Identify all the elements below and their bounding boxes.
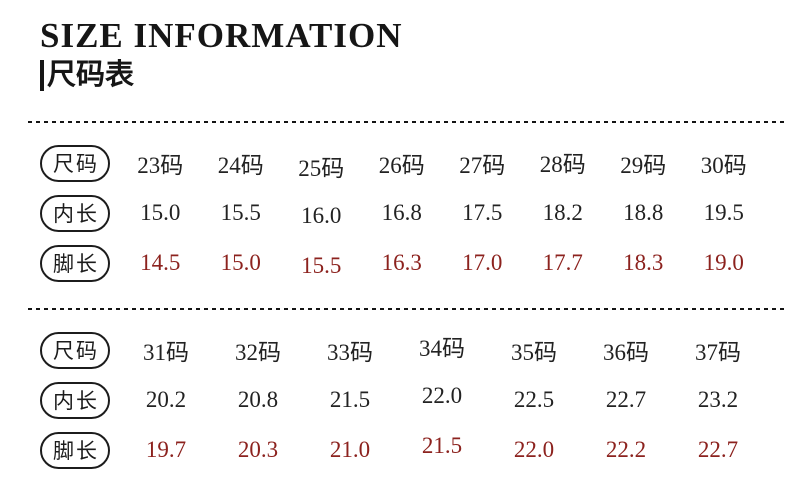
table-row-inner-length: 内长 20.2 20.8 21.5 22.0 22.5 22.7 23.2 bbox=[40, 375, 764, 425]
inner-length-cell: 22.0 bbox=[421, 383, 463, 408]
foot-length-cell: 17.7 bbox=[542, 250, 583, 275]
page-subtitle: 尺码表 bbox=[40, 58, 790, 92]
size-cell: 25码 bbox=[298, 156, 345, 181]
inner-length-cell: 19.5 bbox=[703, 200, 744, 225]
foot-length-cell: 20.3 bbox=[237, 437, 279, 462]
row-cells: 23码 24码 25码 26码 27码 28码 29码 30码 bbox=[120, 146, 764, 181]
inner-length-cell: 20.2 bbox=[145, 387, 187, 412]
foot-length-cell: 18.3 bbox=[623, 250, 664, 275]
inner-length-cell: 22.7 bbox=[605, 387, 647, 412]
page-header: SIZE INFORMATION 尺码表 bbox=[0, 0, 790, 92]
row-label-pill-inner-length: 内长 bbox=[40, 381, 110, 419]
table-row-size: 尺码 31码 32码 33码 34码 35码 36码 37码 bbox=[40, 325, 764, 375]
row-label-pill-size: 尺码 bbox=[40, 144, 110, 182]
row-label-pill-inner-length: 内长 bbox=[40, 194, 110, 232]
foot-length-cell: 19.0 bbox=[703, 250, 744, 275]
subtitle-text: 尺码表 bbox=[47, 59, 135, 91]
size-cell: 37码 bbox=[695, 340, 741, 365]
table-row-size: 尺码 23码 24码 25码 26码 27码 28码 29码 30码 bbox=[40, 138, 764, 188]
foot-length-cell: 15.0 bbox=[220, 250, 261, 275]
table-row-foot-length: 脚长 14.5 15.0 15.5 16.3 17.0 17.7 18.3 19.0 bbox=[40, 238, 764, 288]
page-title: SIZE INFORMATION bbox=[40, 16, 403, 55]
row-cells: 20.2 20.8 21.5 22.0 22.5 22.7 23.2 bbox=[120, 383, 764, 413]
row-label-pill-size: 尺码 bbox=[40, 331, 110, 369]
row-label-pill-foot-length: 脚长 bbox=[40, 431, 110, 469]
size-cell: 34码 bbox=[419, 336, 465, 361]
inner-length-cell: 16.0 bbox=[301, 203, 342, 228]
size-cell: 35码 bbox=[511, 340, 557, 365]
size-cell: 36码 bbox=[603, 340, 649, 365]
inner-length-cell: 20.8 bbox=[237, 387, 279, 412]
dashed-divider-top bbox=[28, 121, 787, 123]
row-cells: 19.7 20.3 21.0 21.5 22.0 22.2 22.7 bbox=[120, 433, 764, 463]
size-cell: 31码 bbox=[143, 340, 189, 365]
foot-length-cell: 22.7 bbox=[697, 437, 739, 462]
size-cell: 26码 bbox=[378, 153, 425, 178]
inner-length-cell: 16.8 bbox=[381, 200, 422, 225]
size-cell: 33码 bbox=[327, 340, 373, 365]
inner-length-cell: 15.0 bbox=[140, 200, 181, 225]
row-cells: 14.5 15.0 15.5 16.3 17.0 17.7 18.3 19.0 bbox=[120, 250, 764, 278]
foot-length-cell: 17.0 bbox=[462, 250, 503, 275]
inner-length-cell: 22.5 bbox=[513, 387, 555, 412]
row-cells: 15.0 15.5 16.0 16.8 17.5 18.2 18.8 19.5 bbox=[120, 200, 764, 228]
inner-length-cell: 17.5 bbox=[462, 200, 503, 225]
row-label-pill-foot-length: 脚长 bbox=[40, 244, 110, 282]
foot-length-cell: 22.2 bbox=[605, 437, 647, 462]
foot-length-cell: 15.5 bbox=[301, 253, 342, 278]
foot-length-cell: 21.5 bbox=[421, 433, 463, 458]
size-cell: 32码 bbox=[235, 340, 281, 365]
inner-length-cell: 15.5 bbox=[220, 200, 261, 225]
size-cell: 24码 bbox=[217, 153, 264, 178]
foot-length-cell: 16.3 bbox=[381, 250, 422, 275]
inner-length-cell: 23.2 bbox=[697, 387, 739, 412]
subtitle-bar bbox=[40, 59, 44, 91]
inner-length-cell: 18.2 bbox=[542, 200, 583, 225]
size-cell: 23码 bbox=[137, 153, 184, 178]
row-cells: 31码 32码 33码 34码 35码 36码 37码 bbox=[120, 333, 764, 367]
foot-length-cell: 22.0 bbox=[513, 437, 555, 462]
table-row-inner-length: 内长 15.0 15.5 16.0 16.8 17.5 18.2 18.8 19.5 bbox=[40, 188, 764, 238]
size-cell: 30码 bbox=[700, 153, 747, 178]
inner-length-cell: 21.5 bbox=[329, 387, 371, 412]
dashed-divider-middle bbox=[28, 308, 787, 310]
table-row-foot-length: 脚长 19.7 20.3 21.0 21.5 22.0 22.2 22.7 bbox=[40, 425, 764, 475]
foot-length-cell: 19.7 bbox=[145, 437, 187, 462]
size-table-large-sizes: 尺码 31码 32码 33码 34码 35码 36码 37码内长 20.2 20.8 21.5 22.… bbox=[0, 310, 790, 475]
size-table-small-sizes: 尺码 23码 24码 25码 26码 27码 28码 29码 30码内长 15.0 15.5 16.0… bbox=[0, 123, 790, 288]
size-cell: 27码 bbox=[459, 153, 506, 178]
foot-length-cell: 14.5 bbox=[140, 250, 181, 275]
size-cell: 28码 bbox=[539, 152, 586, 177]
foot-length-cell: 21.0 bbox=[329, 437, 371, 462]
inner-length-cell: 18.8 bbox=[623, 200, 664, 225]
size-cell: 29码 bbox=[620, 153, 667, 178]
